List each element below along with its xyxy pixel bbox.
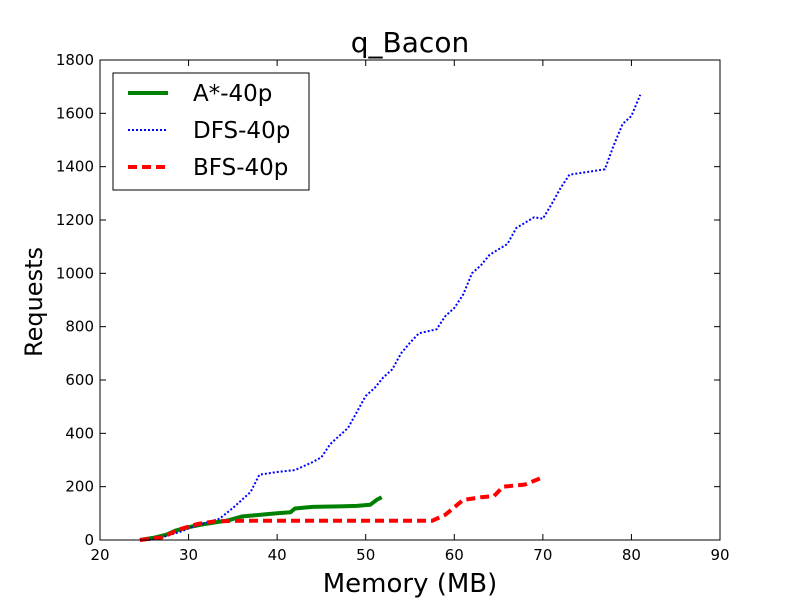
x-tick-label: 40: [268, 546, 287, 564]
plot-lines: [139, 94, 642, 542]
plot-frame: [99, 59, 721, 541]
legend: A*-40p DFS-40p BFS-40p: [112, 72, 310, 191]
y-tick-label: 1200: [56, 211, 94, 229]
series-line-bfs-40p: [139, 475, 544, 542]
chart-title: q_Bacon: [351, 26, 469, 59]
legend-label-dfs-40p: DFS-40p: [193, 118, 290, 144]
y-tick-label: 800: [65, 318, 94, 336]
y-tick-label: 400: [65, 424, 94, 442]
x-tick-label: 80: [622, 546, 641, 564]
x-tick-label: 60: [445, 546, 464, 564]
y-tick-label: 1800: [56, 51, 94, 69]
x-axis-label: Memory (MB): [323, 569, 498, 599]
series-line-dfs-40p: [148, 94, 642, 541]
y-axis-ticks: 0 200 400 600 800 1000 1200 1400 1600 1800: [56, 51, 720, 549]
y-tick-label: 1600: [56, 104, 94, 122]
y-tick-label: 1400: [56, 158, 94, 176]
y-tick-label: 600: [65, 371, 94, 389]
y-tick-label: 200: [65, 478, 94, 496]
y-tick-label: 1000: [56, 264, 94, 282]
x-axis-ticks: 20 30 40 50 60 70 80 90: [90, 60, 730, 564]
x-tick-label: 90: [710, 546, 729, 564]
series-line-a-40p: [139, 495, 383, 542]
y-axis-label: Requests: [20, 247, 48, 357]
x-tick-label: 70: [533, 546, 552, 564]
y-tick-label: 0: [84, 531, 94, 549]
legend-label-bfs-40p: BFS-40p: [193, 155, 288, 181]
x-tick-label: 50: [356, 546, 375, 564]
x-tick-label: 20: [90, 546, 109, 564]
legend-label-a-40p: A*-40p: [193, 81, 272, 107]
x-tick-label: 30: [179, 546, 198, 564]
